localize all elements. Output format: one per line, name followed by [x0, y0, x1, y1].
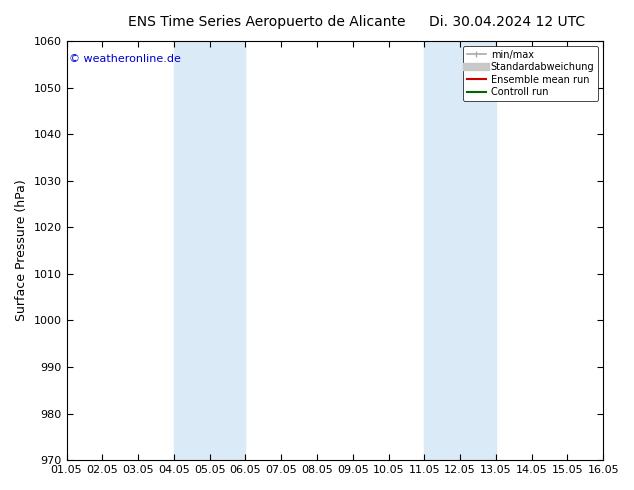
- Bar: [174, 41, 245, 460]
- Text: © weatheronline.de: © weatheronline.de: [69, 53, 181, 64]
- Text: ENS Time Series Aeropuerto de Alicante: ENS Time Series Aeropuerto de Alicante: [127, 15, 405, 29]
- Bar: [424, 41, 496, 460]
- Legend: min/max, Standardabweichung, Ensemble mean run, Controll run: min/max, Standardabweichung, Ensemble me…: [463, 46, 598, 101]
- Text: Di. 30.04.2024 12 UTC: Di. 30.04.2024 12 UTC: [429, 15, 585, 29]
- Y-axis label: Surface Pressure (hPa): Surface Pressure (hPa): [15, 180, 28, 321]
